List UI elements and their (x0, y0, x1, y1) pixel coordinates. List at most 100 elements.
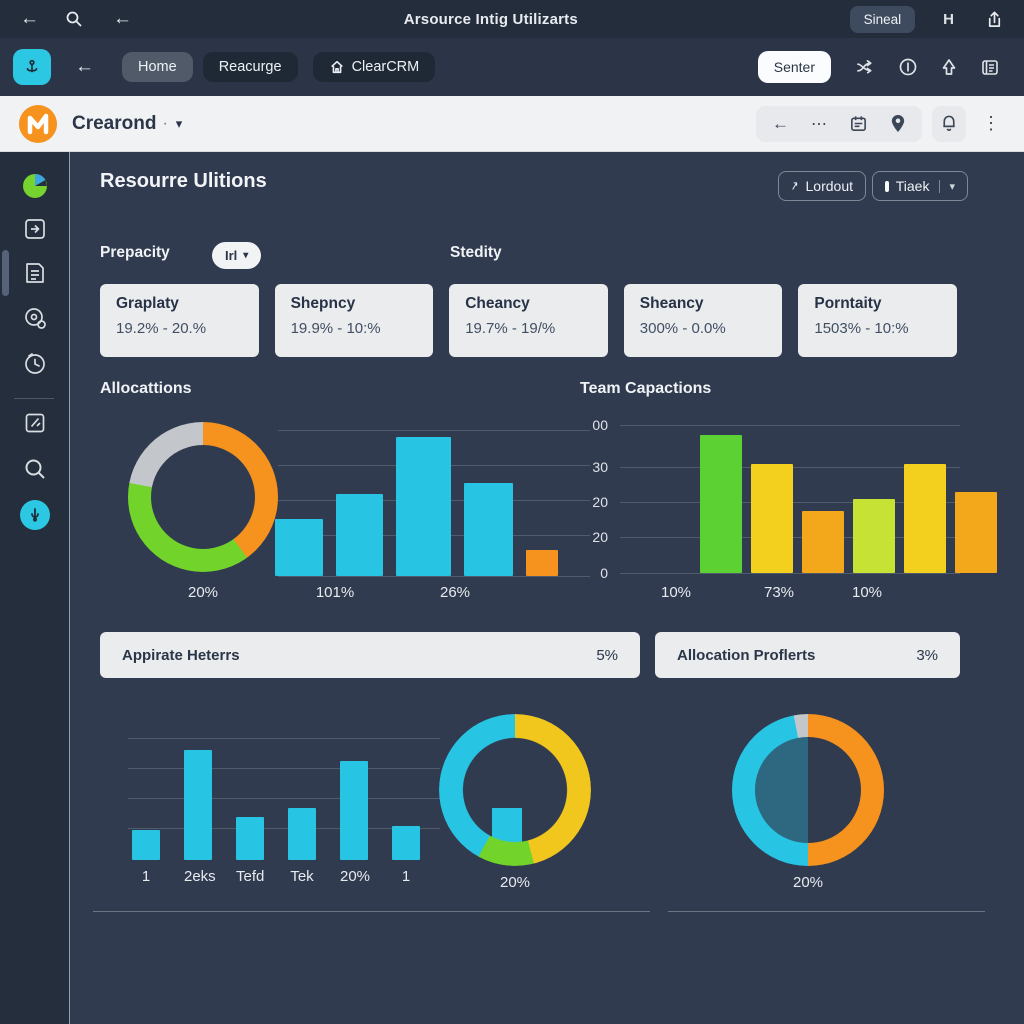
x-label: 10% (660, 584, 692, 601)
tiaek-button[interactable]: Tiaek ▾ (872, 171, 968, 201)
share-icon[interactable] (985, 10, 1004, 29)
banner-label: Allocation Proflerts (677, 646, 816, 664)
bar (132, 830, 160, 860)
sidebar-item-search-circles[interactable] (0, 305, 70, 331)
more-icon[interactable]: ⋯ (811, 115, 827, 133)
allocations-donut (128, 422, 278, 572)
stedity-label: Stedity (450, 244, 502, 261)
filter-dropdown[interactable]: Irl ▾ (212, 242, 262, 269)
search-icon[interactable] (65, 10, 83, 28)
back-icon[interactable]: ← (20, 8, 39, 29)
right-donut-wrap (732, 714, 884, 866)
stat-title: Graplaty (116, 295, 179, 312)
bar (802, 511, 844, 573)
brand-logo[interactable] (18, 104, 58, 144)
lordout-label: Lordout (805, 178, 853, 194)
bar (392, 825, 420, 860)
stat-card[interactable]: Sheancy 300% - 0.0% (623, 284, 783, 357)
sineal-button[interactable]: Sineal (849, 5, 916, 33)
h-icon[interactable]: H (943, 10, 955, 28)
sidebar-item-clock[interactable] (0, 350, 70, 376)
stat-cards: Graplaty 19.2% - 20.% Shepncy 19.9% - 10:%… (100, 284, 957, 357)
tab-reacurge[interactable]: Reacurge (202, 52, 298, 82)
stat-title: Cheancy (465, 295, 530, 312)
filter-value: Irl (225, 248, 238, 263)
bottom-bar-labels: 1 2eks Tefd Tek 20% 1 (132, 868, 420, 885)
x-label: 101% (315, 584, 355, 601)
team-title: Team Capactions (580, 380, 712, 397)
y-tick: 20 (592, 494, 608, 510)
bar (288, 808, 316, 860)
search-icon (25, 459, 45, 479)
x-label: 1 (141, 868, 151, 885)
sidebar-item-clipboard-edit[interactable] (0, 410, 70, 436)
tiaek-caret-icon[interactable]: ▾ (939, 179, 955, 193)
team-bars (700, 425, 997, 573)
back-icon-2[interactable]: ← (113, 8, 132, 29)
stat-value: 19.2% - 20.% (116, 320, 207, 337)
banner-appirate[interactable]: Appirate Heterrs 5% (100, 632, 640, 678)
tab-home[interactable]: Home (122, 52, 193, 82)
banner-value: 3% (916, 646, 938, 664)
y-tick: 0 (600, 565, 608, 581)
lordout-icon (792, 182, 798, 190)
brand-caret-icon[interactable]: ▾ (175, 115, 183, 131)
stat-value: 19.9% - 10:% (290, 320, 381, 337)
stat-title: Sheancy (639, 295, 704, 312)
bar (853, 499, 895, 573)
page-title: Resourre Ulitions (100, 170, 267, 192)
stat-card[interactable]: Graplaty 19.2% - 20.% (100, 284, 259, 357)
x-label: Tefd (236, 868, 265, 885)
sidebar-item-document-adjust[interactable] (0, 260, 70, 286)
stat-value: 1503% - 10:% (814, 320, 909, 337)
x-label: 2eks (184, 868, 216, 885)
y-tick: 20 (592, 529, 608, 545)
home-icon (329, 59, 345, 75)
sidebar-item-document-export[interactable] (0, 216, 70, 242)
prepacity-label: Prepacity (100, 244, 170, 261)
pin-icon[interactable] (890, 114, 906, 133)
right-donut-caption: 20% (792, 874, 824, 891)
bar (904, 464, 946, 573)
sidebar-active-indicator (2, 250, 9, 296)
bar (526, 549, 558, 576)
bottom-bars (132, 750, 420, 860)
arrow-up-icon[interactable] (940, 57, 958, 77)
kebab-menu-icon[interactable]: ⋮ (982, 113, 1000, 133)
header-toolbar: ← ⋯ (756, 105, 922, 142)
sidebar (0, 152, 70, 1024)
sidebar-item-badge[interactable] (0, 500, 70, 530)
notifications-button[interactable] (932, 105, 966, 142)
shuffle-icon[interactable] (855, 57, 876, 77)
stat-card[interactable]: Porntaity 1503% - 10:% (798, 284, 957, 357)
sidebar-item-pie-chart[interactable] (0, 172, 70, 200)
square-icon (885, 180, 889, 192)
stat-card[interactable]: Shepncy 19.9% - 10:% (274, 284, 434, 357)
brand-name[interactable]: Crearond (72, 112, 157, 134)
document-adjust-icon (26, 263, 44, 283)
lordout-button[interactable]: Lordout (778, 171, 866, 201)
calendar-icon[interactable] (849, 114, 868, 133)
tab-reacurge-label: Reacurge (218, 59, 282, 75)
middle-donut-wrap (439, 714, 591, 866)
bar (275, 519, 323, 576)
back-icon[interactable]: ← (772, 113, 789, 133)
tab-home-label: Home (138, 59, 177, 75)
sidebar-item-search[interactable] (0, 456, 70, 482)
back-icon[interactable]: ← (75, 56, 94, 77)
info-icon[interactable] (898, 57, 918, 77)
window-title: Arsource Intig Utilizarts (403, 10, 578, 28)
list-icon[interactable] (980, 58, 1000, 77)
tab-clearcrm[interactable]: ClearCRM (312, 52, 436, 82)
document-export-icon (25, 219, 45, 239)
tab-clearcrm-label: ClearCRM (351, 59, 420, 75)
app-badge[interactable] (13, 49, 51, 85)
senter-button[interactable]: Senter (757, 51, 831, 83)
banner-allocation[interactable]: Allocation Proflerts 3% (655, 632, 960, 678)
bar (955, 491, 997, 573)
bar (464, 482, 513, 576)
stat-card[interactable]: Cheancy 19.7% - 19/% (449, 284, 608, 357)
banner-label: Appirate Heterrs (122, 646, 240, 664)
app-header: Crearond · ▾ ← ⋯ ⋮ (0, 96, 1024, 152)
bottom-divider (668, 911, 985, 912)
